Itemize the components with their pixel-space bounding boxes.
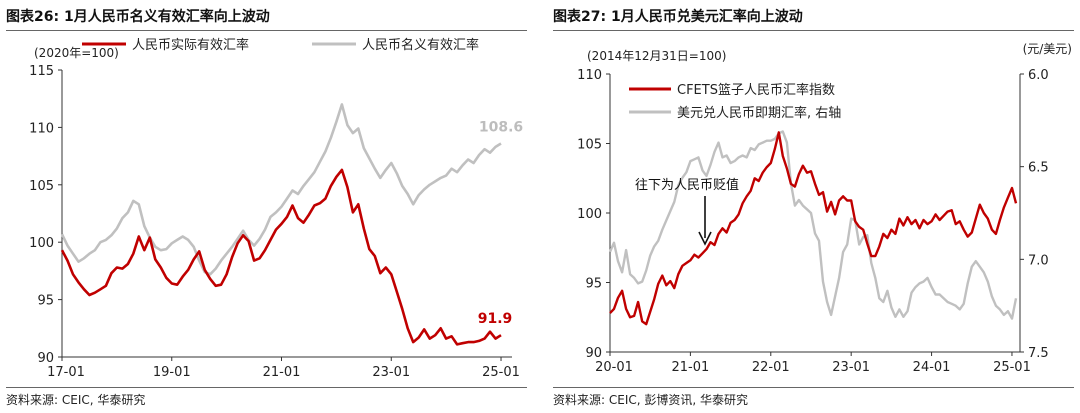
y-tick-label: 90 — [585, 346, 602, 361]
chart-title-left: 图表26: 1月人民币名义有效汇率向上波动 — [6, 9, 270, 25]
source-divider-right — [553, 387, 1074, 388]
y-tick-label: 115 — [29, 64, 54, 79]
y-tick-label: 100 — [577, 207, 602, 222]
y-tick-label: 95 — [37, 294, 54, 309]
y2-tick-label: 6.5 — [1028, 161, 1049, 176]
real-effective-rate-line — [60, 168, 502, 346]
title-divider-right — [553, 30, 1074, 31]
line-chart-left: 90 95 100 105 110 115 17-01 19-01 21-01 23-01 25-0… — [29, 37, 523, 380]
x-tick-label: 19-01 — [153, 365, 191, 380]
y2-tick-label: 7.0 — [1028, 253, 1049, 268]
x-tick-label: 20-01 — [595, 360, 633, 375]
y-tick-label: 110 — [577, 68, 602, 83]
x-tick-label: 24-01 — [913, 360, 951, 375]
title-divider-left — [6, 30, 527, 31]
usd-cny-spot-line — [608, 130, 1018, 320]
legend-label: 美元兑人民币即期汇率, 右轴 — [677, 105, 841, 121]
annotation-arrow-head — [698, 231, 712, 246]
y-tick-label: 95 — [585, 277, 602, 292]
source-divider-left — [6, 387, 527, 388]
y-tick-label: 100 — [29, 236, 54, 251]
x-tick-label: 22-01 — [752, 360, 790, 375]
x-tick-label: 21-01 — [672, 360, 710, 375]
source-note-left: 资料来源: CEIC, 华泰研究 — [6, 393, 146, 407]
x-tick-label: 25-01 — [993, 360, 1031, 375]
unit-note-left: (2020年=100) — [34, 46, 119, 60]
y-tick-label: 105 — [577, 138, 602, 153]
legend-label: CFETS篮子人民币汇率指数 — [677, 82, 835, 98]
x-tick-label: 17-01 — [47, 365, 85, 380]
cfets-index-line — [609, 131, 1018, 326]
legend-label: 人民币实际有效汇率 — [132, 37, 249, 53]
chart-title-right: 图表27: 1月人民币兑美元汇率向上波动 — [553, 9, 803, 25]
nominal-effective-rate-line — [60, 103, 502, 276]
unit-note-left: (2014年12月31日=100) — [587, 49, 726, 63]
x-tick-label: 23-01 — [372, 365, 410, 380]
y2-tick-label: 7.5 — [1028, 346, 1049, 361]
y-tick-label: 110 — [29, 121, 54, 136]
y-tick-label: 105 — [29, 179, 54, 194]
y2-tick-label: 6.0 — [1028, 68, 1049, 83]
annotation-text: 往下为人民币贬值 — [635, 177, 739, 193]
line-chart-right: 90 95 100 105 110 6.0 6.5 7.0 7.5 20-01 21-01 22-01… — [577, 42, 1072, 375]
end-label-nominal: 108.6 — [479, 119, 523, 135]
unit-note-right: (元/美元) — [1023, 42, 1072, 56]
x-tick-label: 21-01 — [263, 365, 301, 380]
end-label-real: 91.9 — [478, 311, 513, 327]
chart-panel-right: 图表27: 1月人民币兑美元汇率向上波动 90 95 100 105 110 6.0 6.5… — [547, 0, 1080, 413]
x-tick-label: 23-01 — [832, 360, 870, 375]
source-note-right: 资料来源: CEIC, 彭博资讯, 华泰研究 — [553, 393, 748, 407]
chart-panel-left: 图表26: 1月人民币名义有效汇率向上波动 90 95 100 105 110 115 17… — [0, 0, 533, 413]
y-tick-label: 90 — [37, 351, 54, 366]
legend-label: 人民币名义有效汇率 — [362, 37, 479, 53]
x-tick-label: 25-01 — [482, 365, 520, 380]
